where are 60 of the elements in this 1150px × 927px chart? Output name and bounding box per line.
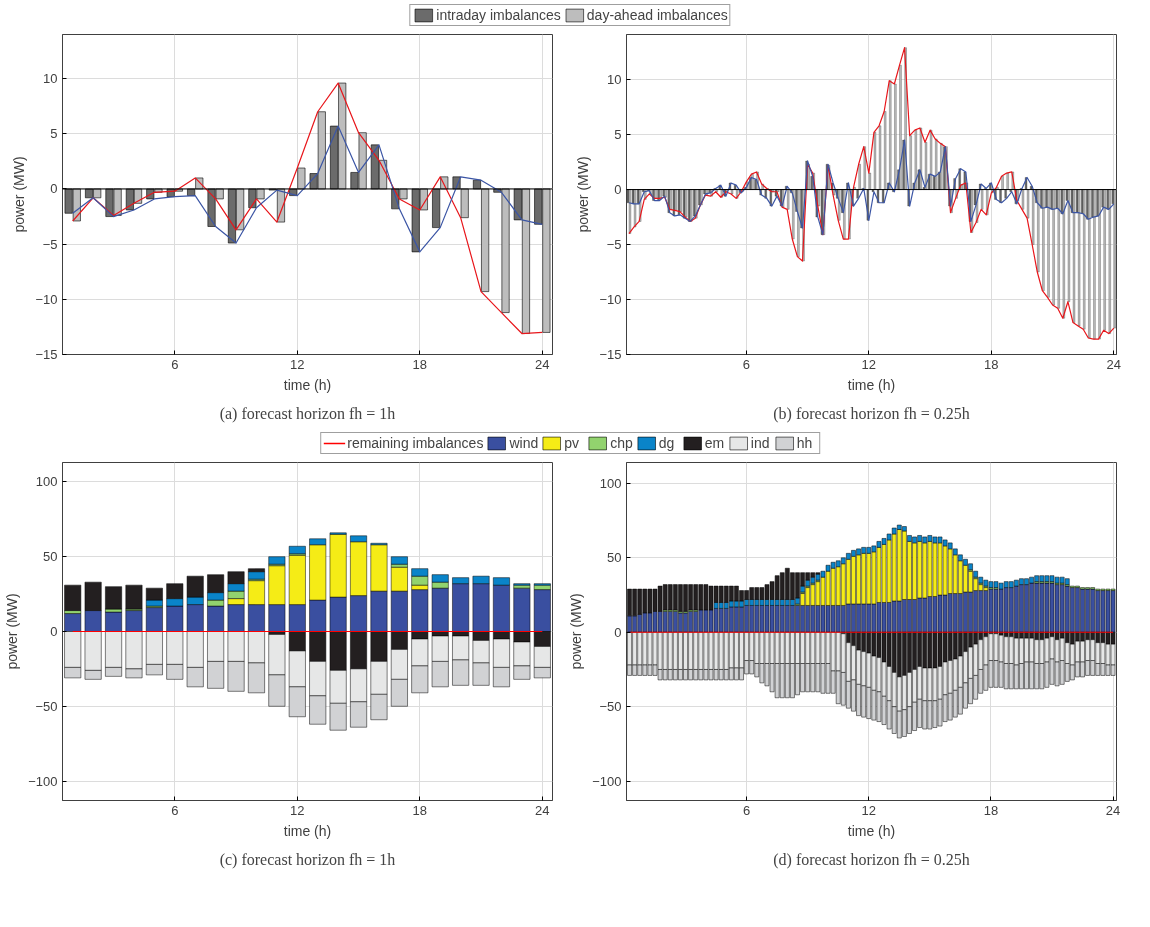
x-tick-label: 24	[1105, 802, 1121, 818]
y-tick-label: 100	[599, 475, 622, 491]
x-tick-label: 12	[290, 802, 305, 818]
x-tick-label: 12	[861, 356, 877, 372]
y-tick-label: 0	[614, 624, 622, 640]
y-tick-label: 10	[607, 72, 622, 88]
legend-label: pv	[564, 435, 580, 451]
y-axis-title: power (MW)	[11, 156, 28, 233]
text: (c) forecast horizon fh = 1h	[219, 850, 396, 869]
legend-label: wind	[509, 435, 539, 451]
text: (d) forecast horizon fh = 0.25h	[773, 850, 970, 869]
x-axis-title: time (h)	[283, 822, 332, 839]
x-tick-label: 18	[983, 802, 999, 818]
y-axis-title: power (MW)	[568, 593, 585, 670]
y-axis-title: power (MW)	[575, 156, 592, 233]
x-tick-label: 6	[171, 802, 179, 818]
x-tick-label: 6	[742, 802, 751, 818]
y-tick-label: −10	[35, 291, 58, 307]
y-tick-label: −15	[599, 347, 622, 362]
x-axis-title: time (h)	[847, 376, 896, 393]
x-tick-label: 24	[535, 802, 550, 818]
y-tick-label: 5	[614, 127, 622, 143]
y-tick-label: −5	[606, 237, 622, 253]
legend-label: day-ahead imbalances	[586, 7, 728, 23]
legend-label: chp	[610, 435, 633, 451]
text: (a) forecast horizon fh = 1h	[219, 404, 396, 423]
x-tick-label: 6	[171, 356, 179, 372]
y-tick-label: 10	[43, 71, 58, 87]
y-tick-label: 0	[50, 624, 58, 639]
x-tick-label: 24	[1106, 356, 1122, 372]
x-tick-label: 24	[535, 356, 550, 372]
y-tick-label: −5	[42, 236, 58, 252]
x-axis-title: time (h)	[847, 822, 896, 839]
x-axis-title: time (h)	[283, 376, 332, 393]
y-tick-label: 100	[35, 474, 58, 490]
x-tick-label: 6	[742, 356, 750, 372]
y-tick-label: −50	[599, 699, 622, 715]
legend-label: ind	[750, 435, 771, 451]
x-tick-label: 18	[412, 356, 428, 372]
y-tick-label: −50	[35, 698, 58, 714]
x-tick-label: 12	[861, 802, 876, 818]
y-tick-label: 0	[614, 182, 622, 198]
x-tick-label: 12	[290, 356, 305, 372]
text: (b) forecast horizon fh = 0.25h	[773, 404, 970, 423]
legend-label: intraday imbalances	[436, 7, 561, 23]
legend-label: remaining imbalances	[347, 435, 484, 451]
y-tick-label: 50	[43, 549, 58, 565]
y-tick-label: 0	[50, 181, 58, 197]
legend-label: dg	[658, 435, 676, 451]
x-tick-label: 18	[412, 802, 428, 818]
y-tick-label: 5	[50, 126, 58, 142]
y-axis-title: power (MW)	[4, 593, 21, 670]
legend-label: em	[704, 435, 725, 451]
y-tick-label: 50	[607, 550, 622, 566]
legend-label: hh	[796, 435, 814, 451]
y-tick-label: −100	[592, 773, 622, 789]
y-tick-label: −15	[35, 347, 58, 362]
x-tick-label: 18	[984, 356, 999, 372]
y-tick-label: −100	[28, 773, 58, 789]
y-tick-label: −10	[599, 292, 622, 308]
